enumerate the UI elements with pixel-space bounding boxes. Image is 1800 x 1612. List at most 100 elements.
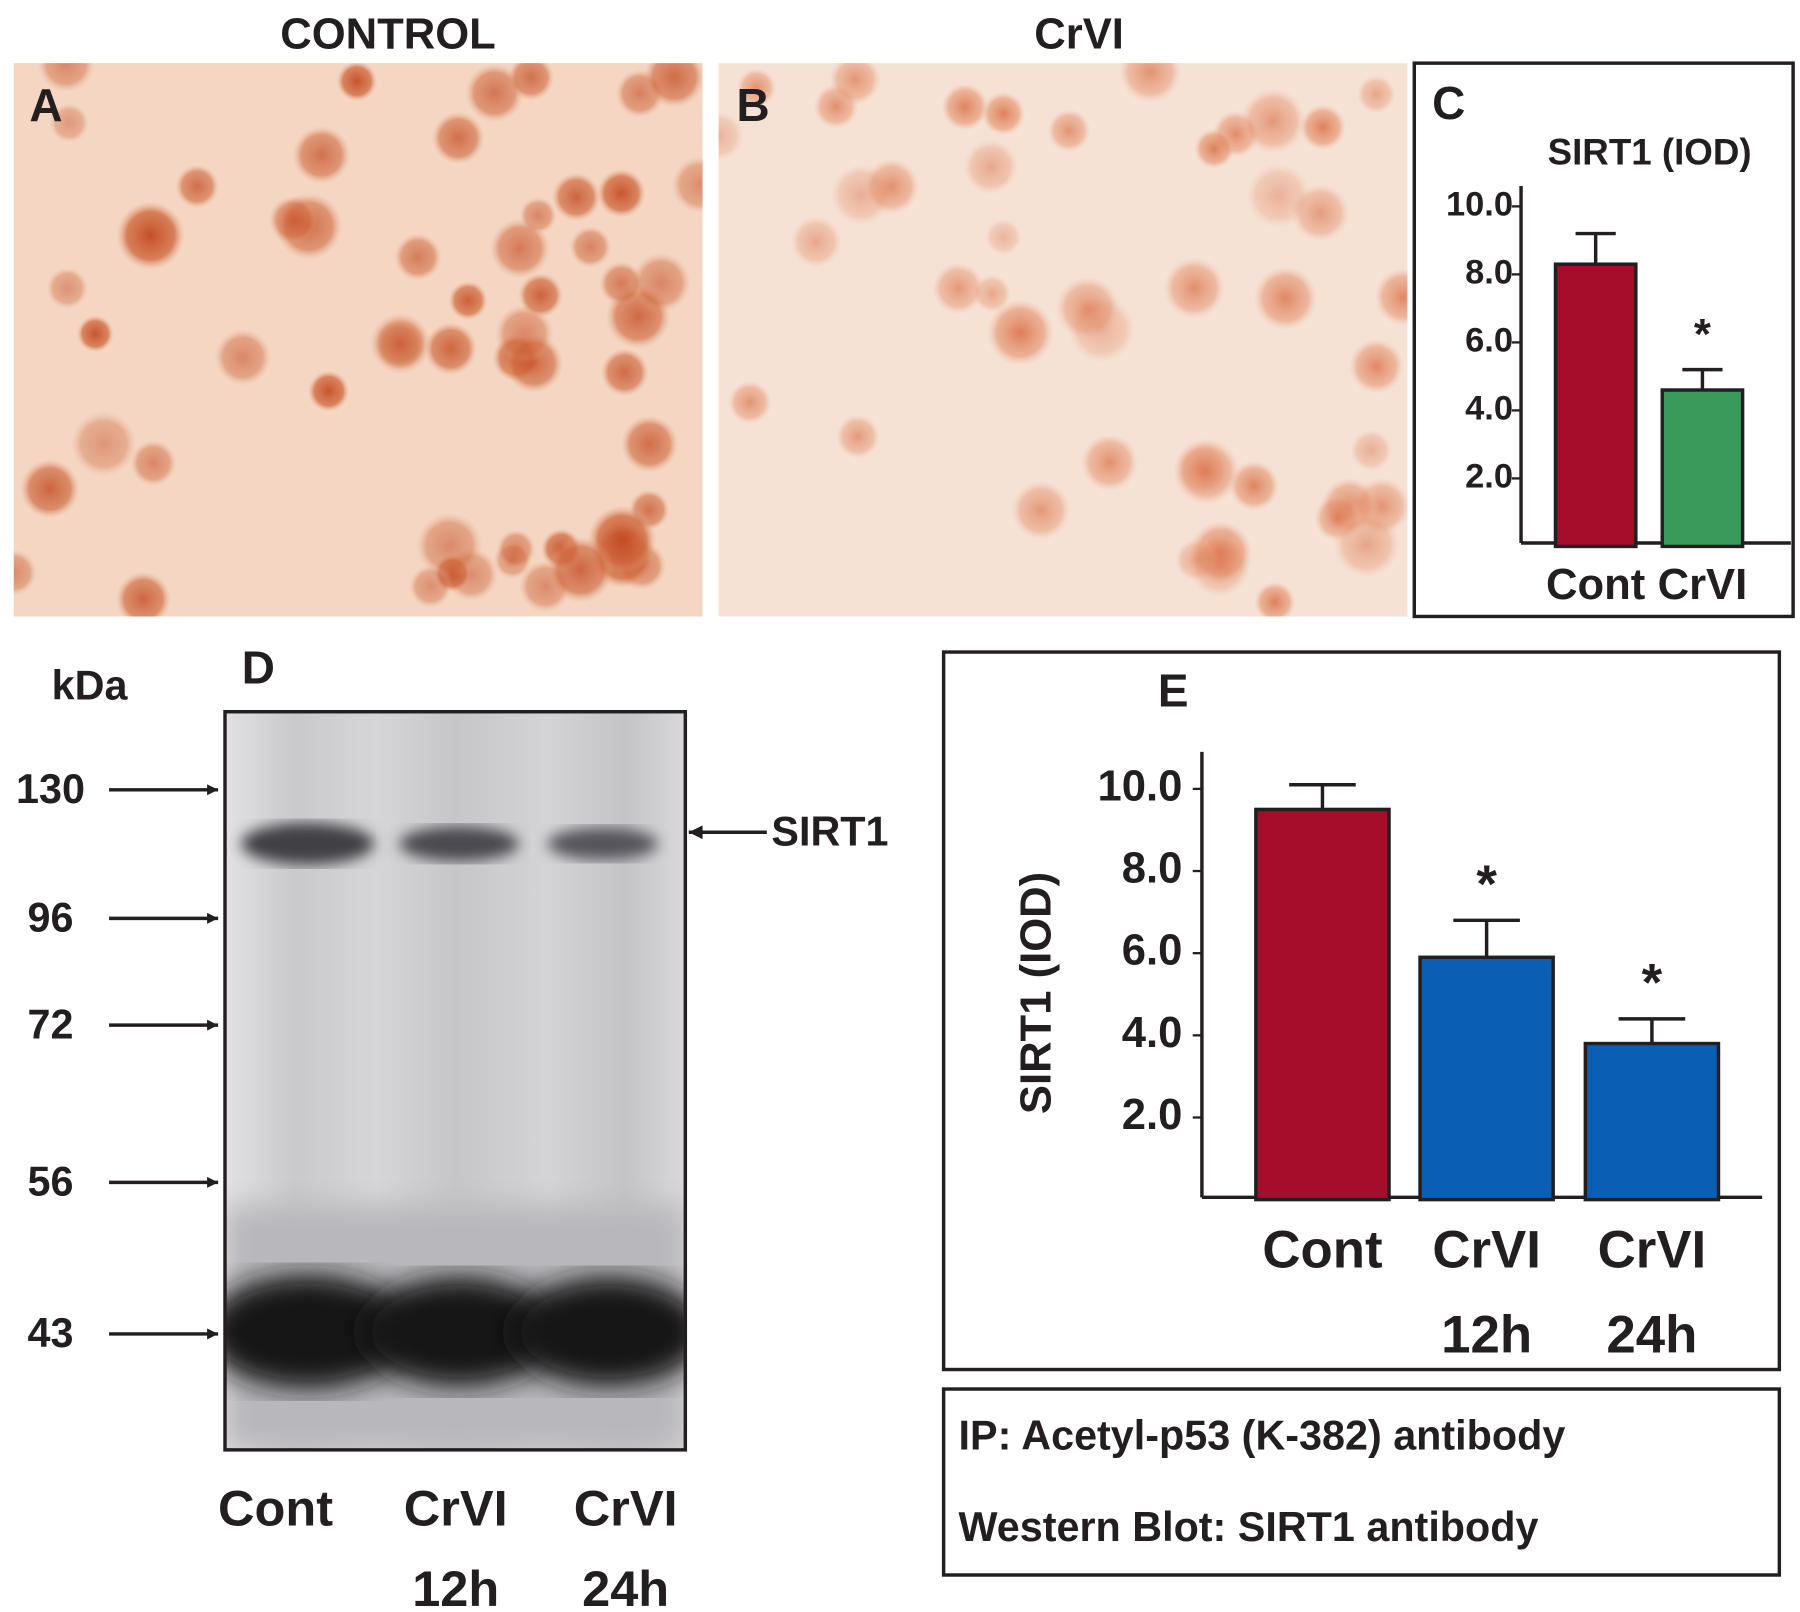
- cell: [631, 252, 691, 313]
- micrograph-a: [13, 63, 703, 617]
- cell: [116, 201, 185, 270]
- cell: [986, 298, 1055, 367]
- cell: [1118, 63, 1182, 104]
- y-axis-label: SIRT1 (IOD): [1012, 872, 1060, 1114]
- bar: [1660, 388, 1745, 549]
- cell: [981, 91, 1026, 136]
- panel-title: CrVI: [1034, 10, 1124, 58]
- cell: [292, 126, 351, 185]
- cell: [416, 512, 483, 579]
- cell: [1174, 441, 1231, 498]
- cell: [507, 63, 555, 101]
- cell: [448, 281, 488, 321]
- panel-title: CONTROL: [280, 10, 496, 58]
- cell: [1228, 460, 1280, 512]
- cell: [308, 370, 350, 412]
- cell: [941, 83, 989, 131]
- unit-label: kDa: [52, 663, 129, 709]
- cell: [71, 411, 137, 477]
- significance-mark: *: [1642, 954, 1663, 1013]
- cell: [370, 312, 432, 375]
- x-tick-label: CrVI: [1657, 561, 1748, 610]
- cell: [424, 322, 478, 376]
- cell: [1254, 581, 1296, 617]
- panel-letter: D: [242, 642, 275, 694]
- y-tick-label: 4.0: [1465, 390, 1513, 428]
- cell: [643, 63, 703, 108]
- band-label: SIRT1: [771, 808, 888, 854]
- note-box: [941, 1387, 1782, 1577]
- y-tick-label: 10.0: [1098, 762, 1183, 810]
- y-tick-label: 4.0: [1122, 1009, 1183, 1057]
- cell: [1253, 265, 1318, 331]
- cell: [431, 111, 485, 165]
- cell: [1239, 87, 1307, 155]
- blot: [225, 711, 686, 1450]
- panel-letter: C: [1432, 77, 1465, 129]
- cell: [1332, 510, 1401, 579]
- cell: [829, 63, 882, 106]
- cell: [1356, 74, 1396, 114]
- significance-mark: *: [1476, 855, 1497, 914]
- marker-label: 56: [28, 1159, 74, 1205]
- lane-label: CrVI 24h: [573, 1480, 678, 1612]
- cell: [37, 63, 95, 93]
- cell: [493, 541, 532, 580]
- cell: [1055, 275, 1121, 341]
- cell: [494, 304, 554, 364]
- y-tick-label: 6.0: [1465, 321, 1513, 359]
- blot-band: [361, 1276, 557, 1387]
- marker-label: 72: [28, 1001, 74, 1047]
- cell: [671, 156, 703, 214]
- x-tick-label: CrVI 12h: [1432, 1219, 1541, 1364]
- cell: [718, 111, 745, 161]
- cell: [569, 226, 612, 268]
- cell: [130, 440, 177, 487]
- cell: [214, 329, 272, 386]
- micrograph-a-cells: [13, 63, 703, 617]
- cell: [115, 571, 171, 617]
- cell: [1374, 267, 1408, 327]
- cell: [1163, 257, 1226, 320]
- cell: [409, 564, 452, 608]
- cell: [13, 549, 37, 596]
- cell: [1299, 103, 1347, 151]
- x-tick-label: Cont: [1545, 561, 1646, 610]
- cell: [620, 415, 679, 473]
- cell: [49, 103, 89, 143]
- blot-frame: [223, 710, 688, 1452]
- cell: [596, 168, 646, 218]
- bar: [1418, 955, 1555, 1202]
- cell: [600, 348, 649, 397]
- y-tick-label: 8.0: [1122, 845, 1183, 893]
- cell: [76, 315, 114, 353]
- cell: [736, 67, 777, 108]
- note-line: IP: Acetyl-p53 (K-382) antibody: [959, 1412, 1566, 1458]
- cell: [1047, 108, 1091, 153]
- cell: [1349, 429, 1393, 472]
- cell: [1010, 480, 1072, 541]
- cell: [46, 267, 89, 310]
- y-tick-label: 2.0: [1122, 1091, 1183, 1139]
- blot-band: [225, 1274, 411, 1390]
- note-line: Western Blot: SIRT1 antibody: [959, 1504, 1539, 1550]
- cell: [984, 218, 1022, 256]
- bar: [1553, 262, 1638, 549]
- cell: [790, 215, 843, 269]
- cell: [268, 195, 318, 245]
- cell: [551, 172, 601, 222]
- cell: [518, 272, 563, 318]
- micrograph-b-cells: [718, 63, 1408, 617]
- marker-label: 43: [28, 1310, 74, 1356]
- panel-box: [941, 650, 1782, 1372]
- marker-label: 96: [28, 895, 74, 941]
- y-tick-label: 6.0: [1122, 927, 1183, 975]
- lane-label: CrVI 12h: [403, 1480, 508, 1612]
- cell: [394, 233, 442, 281]
- cell: [863, 158, 920, 215]
- cell: [1187, 533, 1252, 598]
- cell: [1245, 162, 1312, 229]
- blot-band: [399, 826, 519, 861]
